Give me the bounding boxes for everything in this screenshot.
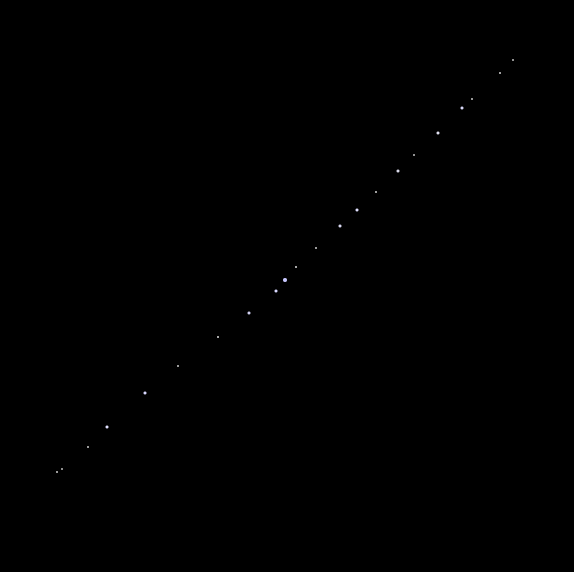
scatter-point xyxy=(217,336,219,338)
scatter-point xyxy=(413,154,415,156)
scatter-point xyxy=(461,107,464,110)
scatter-point xyxy=(87,446,89,448)
chart-background xyxy=(0,0,574,572)
scatter-point xyxy=(283,278,287,282)
scatter-point xyxy=(144,392,147,395)
scatter-point xyxy=(471,98,473,100)
scatter-point xyxy=(56,471,58,473)
scatter-point xyxy=(315,247,317,249)
scatter-point xyxy=(106,426,109,429)
scatter-point xyxy=(61,468,63,470)
scatter-point xyxy=(499,72,501,74)
scatter-point xyxy=(177,365,179,367)
scatter-chart xyxy=(0,0,574,572)
scatter-point xyxy=(275,290,278,293)
scatter-point xyxy=(512,59,514,61)
scatter-point xyxy=(397,170,400,173)
scatter-point xyxy=(248,312,251,315)
scatter-point xyxy=(375,191,377,193)
scatter-point xyxy=(437,132,440,135)
scatter-point xyxy=(356,209,359,212)
scatter-point xyxy=(295,266,297,268)
scatter-point xyxy=(339,225,342,228)
